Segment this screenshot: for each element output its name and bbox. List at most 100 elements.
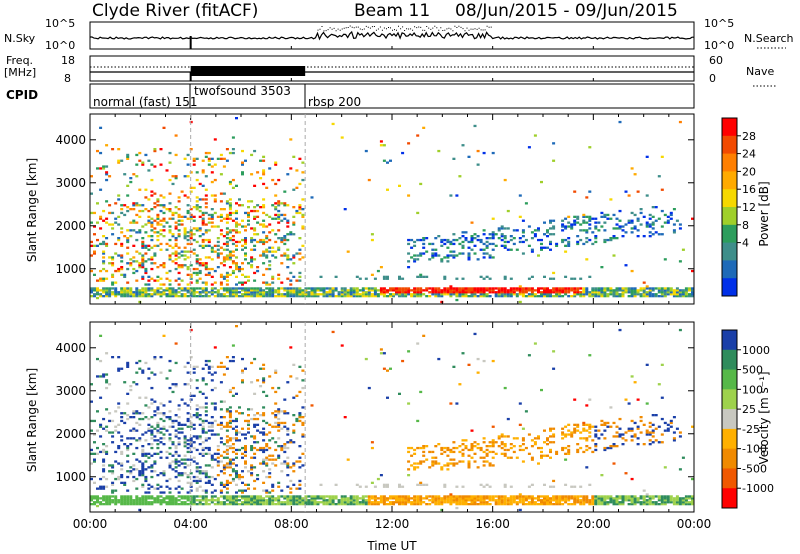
power-cell xyxy=(241,244,244,247)
power-cell xyxy=(207,291,211,294)
velocity-cell xyxy=(189,425,193,428)
power-cell xyxy=(204,223,208,226)
power-cell xyxy=(231,293,235,296)
power-cell xyxy=(618,219,622,222)
power-cell xyxy=(183,215,187,218)
velocity-cell xyxy=(277,410,281,413)
power-cell xyxy=(102,256,106,259)
power-cell xyxy=(422,237,426,240)
velocity-cell xyxy=(552,479,556,483)
power-cell xyxy=(126,153,130,157)
velocity-cell xyxy=(633,381,637,384)
power-cell xyxy=(395,293,398,296)
velocity-cell xyxy=(189,489,193,492)
power-cell xyxy=(298,275,302,278)
power-cell xyxy=(150,178,154,182)
velocity-cell xyxy=(165,503,169,506)
velocity-cell xyxy=(331,495,335,498)
velocity-cell xyxy=(253,479,257,483)
velocity-cell xyxy=(292,462,296,465)
power-cell xyxy=(126,293,130,296)
power-cell xyxy=(416,293,420,296)
velocity-cell xyxy=(558,499,562,502)
power-cell xyxy=(186,250,190,253)
velocity-cell xyxy=(422,446,426,450)
velocity-cell xyxy=(675,495,679,498)
power-cell xyxy=(636,289,640,292)
velocity-cell xyxy=(135,421,139,425)
velocity-cell xyxy=(99,396,103,399)
velocity-cell xyxy=(99,450,103,454)
velocity-cell xyxy=(195,481,199,484)
velocity-cell xyxy=(147,495,151,498)
power-cell xyxy=(500,238,504,242)
velocity-cell xyxy=(274,441,278,444)
power-cell xyxy=(358,293,362,296)
velocity-cell xyxy=(274,421,278,425)
velocity-cell xyxy=(156,412,160,415)
power-cell xyxy=(171,246,175,249)
power-cell xyxy=(241,171,244,174)
power-cell xyxy=(292,295,296,298)
velocity-cell xyxy=(639,431,643,434)
velocity-cell xyxy=(512,437,516,440)
power-cell xyxy=(204,281,208,284)
velocity-cell xyxy=(612,501,616,504)
velocity-colorbar-tick-label: 1000 xyxy=(742,344,770,357)
power-cell xyxy=(153,279,157,282)
power-cell xyxy=(570,223,574,226)
velocity-colorbar-tick-label: -1000 xyxy=(742,482,774,495)
power-cell xyxy=(479,238,483,242)
velocity-cell xyxy=(666,495,670,498)
power-cell xyxy=(204,244,208,247)
velocity-cell xyxy=(189,441,193,444)
velocity-cell xyxy=(114,499,118,502)
x-tick-label: 16:00 xyxy=(475,517,510,531)
velocity-cell xyxy=(177,454,181,457)
power-cell xyxy=(238,204,241,207)
velocity-cell xyxy=(482,460,486,463)
power-cell xyxy=(177,283,181,286)
velocity-cell xyxy=(630,477,634,481)
velocity-cell xyxy=(691,503,694,506)
power-cell xyxy=(537,291,540,294)
velocity-cell xyxy=(491,443,495,446)
velocity-color-step xyxy=(722,389,737,410)
velocity-cell xyxy=(225,479,229,483)
power-cell xyxy=(419,291,423,294)
power-cell xyxy=(183,250,187,253)
velocity-cell xyxy=(657,503,661,506)
velocity-cell xyxy=(307,501,311,504)
velocity-cell xyxy=(186,497,190,500)
velocity-cell xyxy=(132,412,136,415)
power-cell xyxy=(440,240,444,244)
power-cell xyxy=(573,293,577,296)
power-cell xyxy=(485,237,489,240)
velocity-cell xyxy=(241,481,244,484)
velocity-cell xyxy=(219,365,223,368)
velocity-color-step xyxy=(722,488,737,509)
power-cell xyxy=(111,211,115,215)
velocity-cell xyxy=(177,499,181,502)
power-cell xyxy=(102,291,106,294)
power-cell xyxy=(603,291,607,294)
power-cell xyxy=(543,275,546,278)
power-cell xyxy=(183,231,187,234)
velocity-cell xyxy=(174,497,178,500)
velocity-cell xyxy=(210,373,214,376)
velocity-cell xyxy=(141,466,145,469)
velocity-cell xyxy=(222,483,226,486)
velocity-cell xyxy=(503,483,507,486)
power-cell xyxy=(238,266,241,269)
freq-label: Freq. xyxy=(6,54,33,67)
velocity-cell xyxy=(174,470,178,473)
power-cell xyxy=(431,252,435,255)
power-cell xyxy=(244,240,247,244)
velocity-cell xyxy=(102,475,106,479)
power-cell xyxy=(174,225,178,228)
velocity-cell xyxy=(262,462,266,465)
power-cell xyxy=(527,244,531,247)
power-cell xyxy=(198,258,202,261)
power-cell xyxy=(219,246,223,249)
power-cell xyxy=(648,225,652,228)
